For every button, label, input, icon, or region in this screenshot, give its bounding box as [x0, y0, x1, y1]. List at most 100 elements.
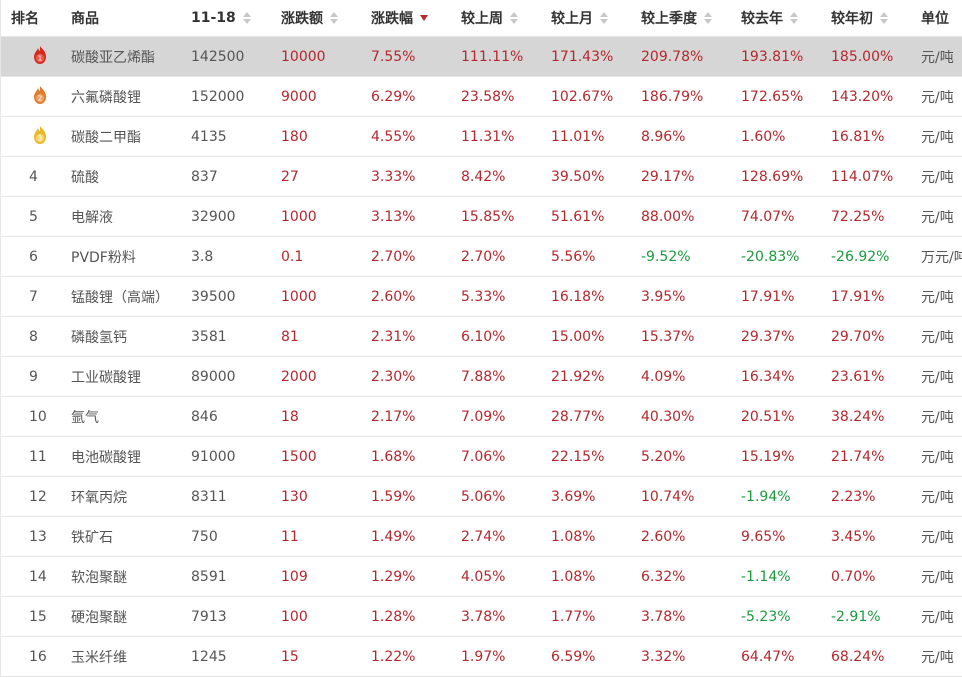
header-change-sort[interactable]: 涨跌额	[281, 0, 371, 36]
quarter-cell: 40.30%	[641, 408, 695, 425]
year-cell: 128.69%	[741, 168, 804, 185]
name-cell[interactable]: 硬泡聚醚	[71, 609, 127, 626]
table-row[interactable]: 13 铁矿石 750 11 1.49% 2.74% 1.08% 2.60% 9.65% 3.45%…	[1, 517, 962, 557]
sort-icon	[330, 12, 338, 24]
month-cell: 1.08%	[551, 528, 596, 545]
week-cell: 5.33%	[461, 288, 506, 305]
table-row[interactable]: 9 工业碳酸锂 89000 2000 2.30% 7.88% 21.92% 4.09% 16.3…	[1, 357, 962, 397]
table-row[interactable]: 3 碳酸二甲酯 4135 180 4.55% 11.31% 11.01% 8.96% 1.60%…	[1, 117, 962, 157]
rank-cell: 13	[29, 528, 47, 545]
quarter-cell: 186.79%	[641, 88, 704, 105]
ytd-cell: 114.07%	[831, 168, 894, 185]
price-cell: 7913	[191, 608, 227, 625]
table-row[interactable]: 8 磷酸氢钙 3581 81 2.31% 6.10% 15.00% 15.37% 29.37% 2…	[1, 317, 962, 357]
table-row[interactable]: 4 硫酸 837 27 3.33% 8.42% 39.50% 29.17% 128.69% 114…	[1, 157, 962, 197]
change-cell: 100	[281, 608, 308, 625]
change-cell: 1500	[281, 448, 317, 465]
unit-cell: 元/吨	[921, 49, 954, 66]
week-cell: 7.06%	[461, 448, 506, 465]
svg-text:3: 3	[38, 134, 42, 142]
sort-icon	[704, 12, 712, 24]
price-cell: 89000	[191, 368, 236, 385]
name-cell[interactable]: 碳酸二甲酯	[71, 129, 141, 146]
year-cell: 1.60%	[741, 128, 786, 145]
table-row[interactable]: 2 六氟磷酸锂 152000 9000 6.29% 23.58% 102.67% 186.79…	[1, 77, 962, 117]
name-cell[interactable]: 六氟磷酸锂	[71, 89, 141, 106]
rank-cell: 6	[29, 248, 38, 265]
pct-cell: 2.60%	[371, 288, 416, 305]
unit-cell: 元/吨	[921, 369, 954, 386]
table-row[interactable]: 7 锰酸锂（高端） 39500 1000 2.60% 5.33% 16.18% 3.95% 17…	[1, 277, 962, 317]
header-quarter-sort[interactable]: 较上季度	[641, 0, 741, 36]
price-cell: 3581	[191, 328, 227, 345]
name-cell[interactable]: 磷酸氢钙	[71, 329, 127, 346]
quarter-cell: -9.52%	[641, 248, 691, 265]
week-cell: 11.31%	[461, 128, 515, 145]
table-row[interactable]: 10 氩气 846 18 2.17% 7.09% 28.77% 40.30% 20.51% 38.…	[1, 397, 962, 437]
table-row[interactable]: 12 环氧丙烷 8311 130 1.59% 5.06% 3.69% 10.74% -1.94%…	[1, 477, 962, 517]
rank-cell: 10	[29, 408, 47, 425]
ytd-cell: 17.91%	[831, 288, 885, 305]
unit-cell: 元/吨	[921, 609, 954, 626]
month-cell: 28.77%	[551, 408, 605, 425]
pct-cell: 1.49%	[371, 528, 416, 545]
week-cell: 1.97%	[461, 648, 506, 665]
name-cell[interactable]: 电池碳酸锂	[71, 449, 141, 466]
sort-icon	[600, 12, 608, 24]
table-row[interactable]: 5 电解液 32900 1000 3.13% 15.85% 51.61% 88.00% 74.0…	[1, 197, 962, 237]
week-cell: 7.09%	[461, 408, 506, 425]
unit-cell: 元/吨	[921, 649, 954, 666]
name-cell[interactable]: 硫酸	[71, 169, 99, 186]
name-cell[interactable]: 电解液	[71, 209, 113, 226]
name-cell[interactable]: 锰酸锂（高端）	[71, 289, 169, 306]
year-cell: 193.81%	[741, 48, 804, 65]
table-body: 1 碳酸亚乙烯酯 142500 10000 7.55% 111.11% 171.43% 209…	[1, 37, 962, 677]
year-cell: 64.47%	[741, 648, 795, 665]
table-row[interactable]: 1 碳酸亚乙烯酯 142500 10000 7.55% 111.11% 171.43% 209…	[1, 37, 962, 77]
quarter-cell: 209.78%	[641, 48, 704, 65]
table-row[interactable]: 16 玉米纤维 1245 15 1.22% 1.97% 6.59% 3.32% 64.47% 68…	[1, 637, 962, 677]
rank-cell: 15	[29, 608, 47, 625]
unit-cell: 元/吨	[921, 449, 954, 466]
header-pct-sort[interactable]: 涨跌幅	[371, 0, 461, 36]
name-cell[interactable]: PVDF粉料	[71, 249, 136, 266]
name-cell[interactable]: 软泡聚醚	[71, 569, 127, 586]
month-cell: 1.08%	[551, 568, 596, 585]
name-cell[interactable]: 工业碳酸锂	[71, 369, 141, 386]
table-header: 排名 商品 11-18 涨跌额 涨跌幅 较上周 较上月 较上季度 较去年 较年初…	[1, 0, 962, 37]
unit-cell: 元/吨	[921, 209, 954, 226]
header-price-sort[interactable]: 11-18	[191, 0, 281, 36]
name-cell[interactable]: 氩气	[71, 409, 99, 426]
medal-2-icon: 2	[11, 85, 49, 109]
header-week-sort[interactable]: 较上周	[461, 0, 551, 36]
rank-cell: 1	[11, 37, 71, 76]
name-cell[interactable]: 环氧丙烷	[71, 489, 127, 506]
change-cell: 1000	[281, 288, 317, 305]
header-year-sort[interactable]: 较去年	[741, 0, 831, 36]
quarter-cell: 8.96%	[641, 128, 686, 145]
table-row[interactable]: 14 软泡聚醚 8591 109 1.29% 4.05% 1.08% 6.32% -1.14% 0…	[1, 557, 962, 597]
name-cell[interactable]: 玉米纤维	[71, 649, 127, 666]
price-cell: 8311	[191, 488, 227, 505]
header-ytd-sort[interactable]: 较年初	[831, 0, 921, 36]
name-cell[interactable]: 碳酸亚乙烯酯	[71, 49, 155, 66]
rank-cell: 14	[29, 568, 47, 585]
month-cell: 21.92%	[551, 368, 605, 385]
year-cell: 29.37%	[741, 328, 795, 345]
ytd-cell: 143.20%	[831, 88, 894, 105]
table-row[interactable]: 15 硬泡聚醚 7913 100 1.28% 3.78% 1.77% 3.78% -5.23% -…	[1, 597, 962, 637]
change-cell: 27	[281, 168, 299, 185]
year-cell: -1.14%	[741, 568, 791, 585]
pct-cell: 1.22%	[371, 648, 416, 665]
quarter-cell: 4.09%	[641, 368, 686, 385]
week-cell: 23.58%	[461, 88, 515, 105]
name-cell[interactable]: 铁矿石	[71, 529, 113, 546]
ytd-cell: -2.91%	[831, 608, 881, 625]
table-row[interactable]: 11 电池碳酸锂 91000 1500 1.68% 7.06% 22.15% 5.20% 15.…	[1, 437, 962, 477]
table-row[interactable]: 6 PVDF粉料 3.8 0.1 2.70% 2.70% 5.56% -9.52% -20.83…	[1, 237, 962, 277]
week-cell: 3.78%	[461, 608, 506, 625]
sort-icon	[790, 12, 798, 24]
rank-cell: 11	[29, 448, 47, 465]
header-month-sort[interactable]: 较上月	[551, 0, 641, 36]
